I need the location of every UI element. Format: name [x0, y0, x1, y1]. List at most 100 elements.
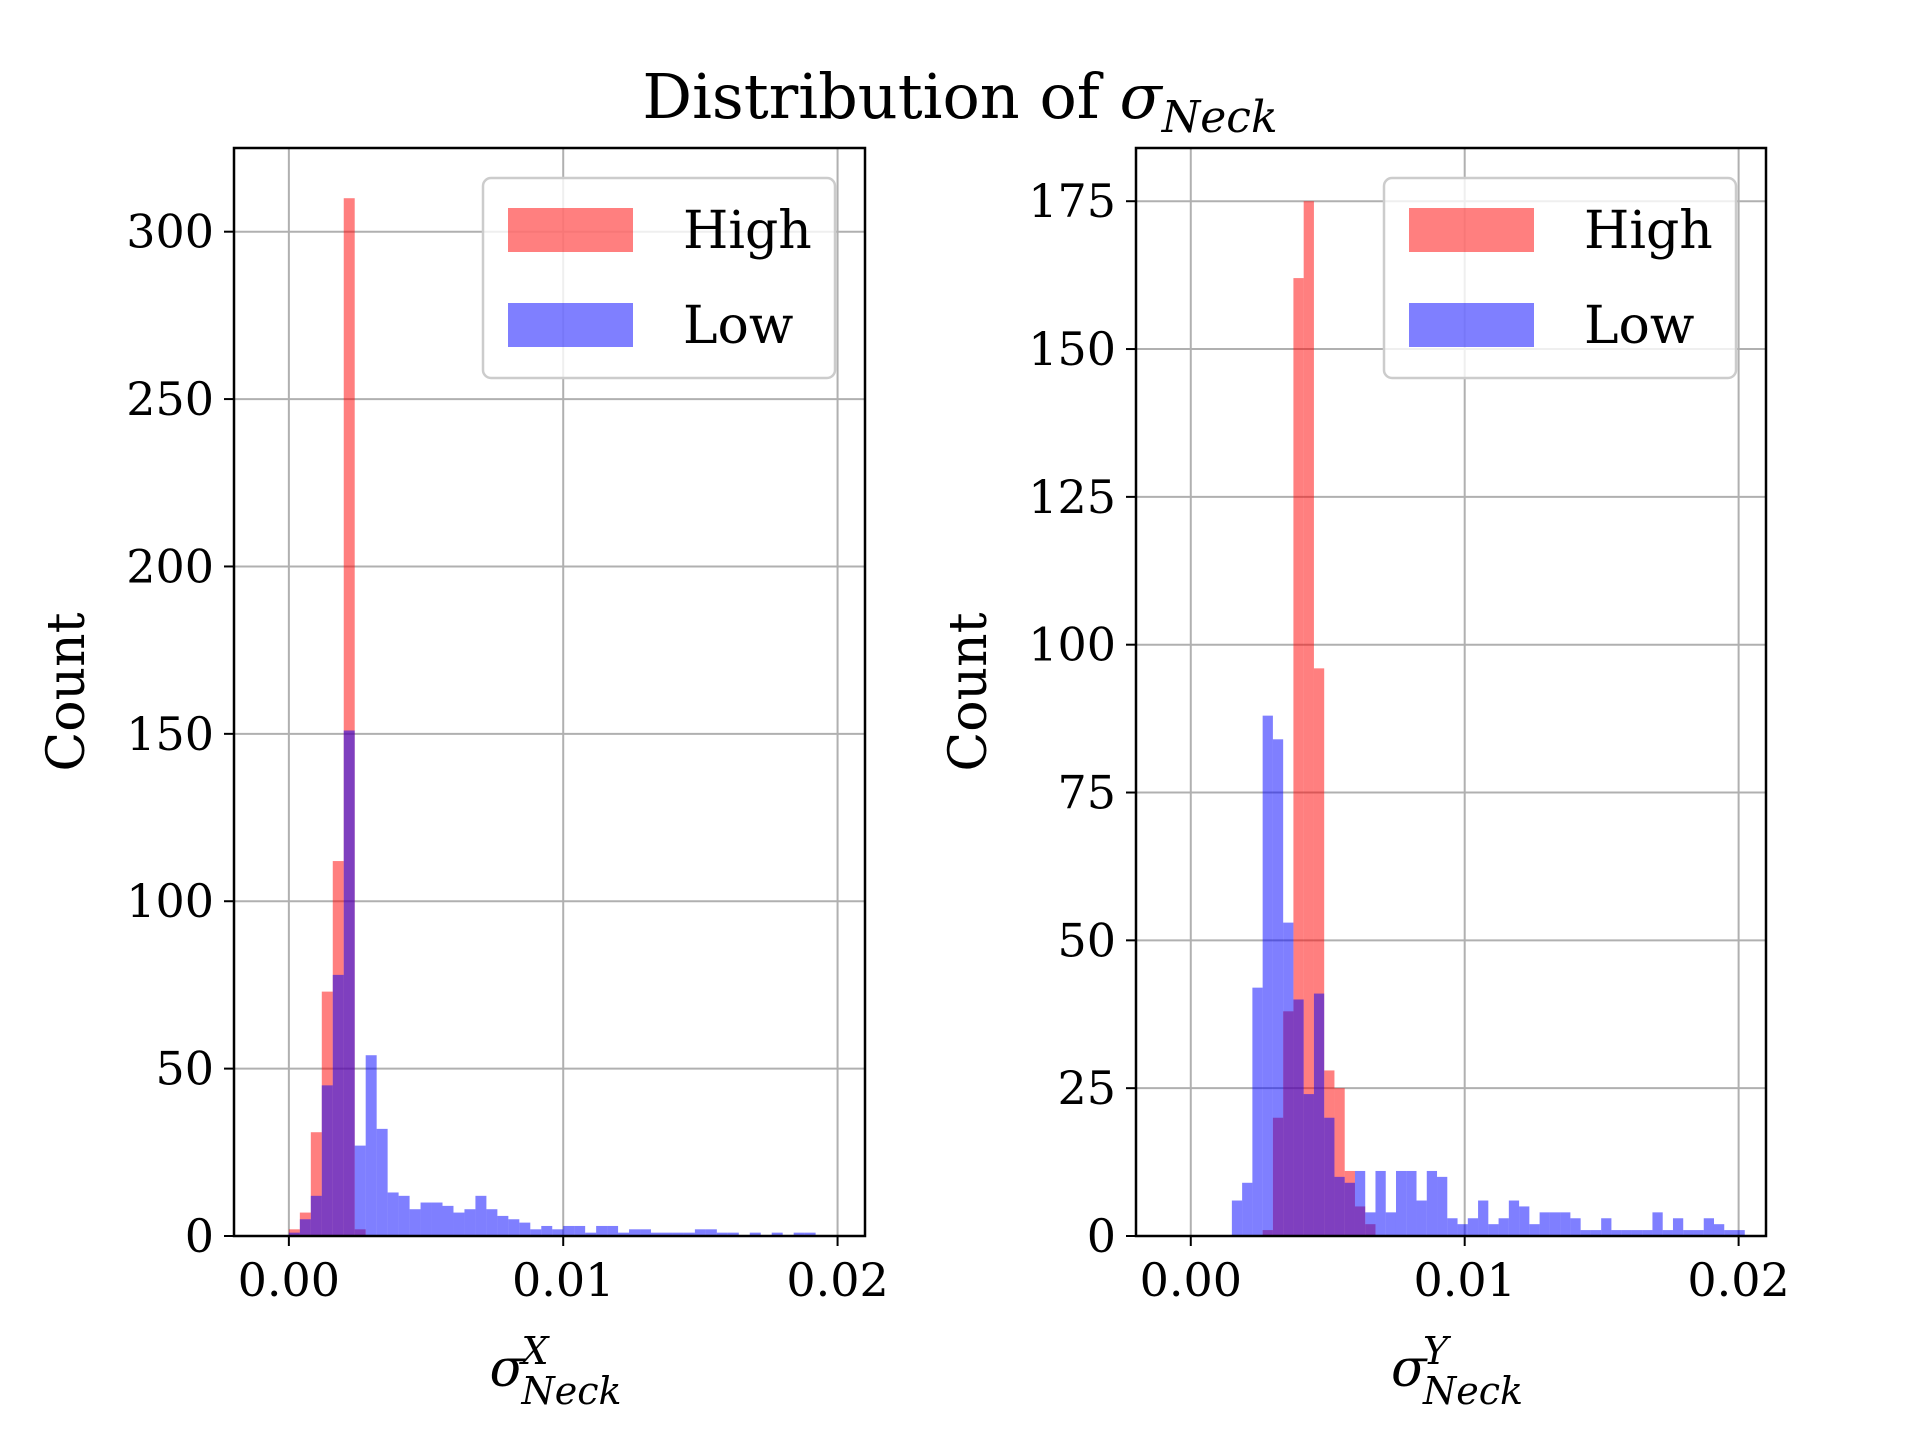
y-tick-label: 200: [126, 539, 214, 593]
low-bar: [1252, 987, 1263, 1236]
low-bar: [288, 1232, 300, 1236]
low-bar: [1601, 1218, 1612, 1236]
low-bar: [1498, 1218, 1509, 1236]
legend-label-high: High: [1584, 201, 1713, 261]
low-bar: [705, 1229, 717, 1236]
low-bar: [354, 1145, 366, 1236]
high-bar: [1334, 1088, 1345, 1236]
low-bar: [1344, 1182, 1355, 1236]
legend-swatch-high: [1409, 208, 1534, 252]
y-axis-label: Count: [37, 612, 97, 771]
y-tick-label: 50: [1057, 913, 1116, 967]
low-bar: [365, 1055, 377, 1236]
low-bar: [387, 1192, 399, 1236]
low-bar: [1560, 1212, 1571, 1236]
low-bar: [1652, 1212, 1663, 1236]
low-bar: [661, 1232, 673, 1236]
x-axis-label-subscript: Neck: [521, 1369, 622, 1413]
low-bar: [1713, 1224, 1725, 1236]
x-tick-label: 0.02: [786, 1253, 888, 1307]
low-bar: [585, 1232, 597, 1236]
x-tick-label: 0.00: [238, 1253, 340, 1307]
high-bar: [1303, 201, 1314, 1236]
y-tick-label: 0: [1087, 1209, 1116, 1263]
low-bar: [1303, 1094, 1314, 1236]
low-bar: [1570, 1218, 1581, 1236]
low-bar: [1375, 1170, 1386, 1236]
x-tick-label: 0.00: [1140, 1253, 1242, 1307]
low-bar: [376, 1128, 388, 1236]
figure-title-symbol: σ: [1119, 60, 1162, 133]
low-bar: [651, 1232, 662, 1236]
low-bar: [1242, 1182, 1253, 1236]
x-axis-label: σ: [1391, 1339, 1428, 1399]
low-bar: [299, 1219, 311, 1236]
low-bar: [1549, 1212, 1561, 1236]
low-bar: [563, 1225, 575, 1236]
low-bar: [618, 1232, 630, 1236]
low-bar: [1611, 1230, 1622, 1236]
low-bar: [1293, 999, 1304, 1236]
axes-frame: [1134, 146, 1768, 1238]
low-bar: [475, 1195, 487, 1236]
low-bar: [1478, 1200, 1489, 1236]
low-bar: [1406, 1170, 1417, 1236]
legend-label-low: Low: [1584, 296, 1694, 356]
y-tick-label: 50: [155, 1042, 214, 1096]
low-bar: [1508, 1200, 1520, 1236]
low-bar: [1672, 1218, 1684, 1236]
high-bar: [1313, 668, 1325, 1236]
y-tick-label: 250: [126, 372, 214, 426]
x-tick-label: 0.01: [1413, 1253, 1515, 1307]
panel-2: 0.00 0.01 0.02 0 25 50 75 100 125 150 175 Count σYNe…: [939, 146, 1790, 1413]
low-bar: [629, 1229, 641, 1236]
low-bar: [749, 1232, 761, 1236]
y-tick-label: 0: [185, 1209, 214, 1263]
y-tick-label: 100: [1028, 618, 1116, 672]
low-bar: [574, 1225, 586, 1236]
y-tick-label: 75: [1057, 766, 1116, 820]
low-bar: [1683, 1230, 1694, 1236]
low-bar: [431, 1202, 443, 1236]
low-bar: [1231, 1200, 1243, 1236]
legend-swatch-low: [508, 303, 633, 347]
high-bar: [310, 1132, 322, 1236]
low-bar: [727, 1232, 739, 1236]
low-bar: [321, 1085, 333, 1236]
low-bar: [310, 1195, 322, 1236]
low-bar: [793, 1232, 805, 1236]
x-tick-label: 0.01: [512, 1253, 614, 1307]
low-bar: [519, 1222, 531, 1236]
low-bar: [640, 1229, 652, 1236]
low-bar: [442, 1205, 454, 1236]
low-bar: [716, 1232, 728, 1236]
low-bar: [1662, 1230, 1673, 1236]
legend-label-low: Low: [683, 296, 793, 356]
low-bar: [409, 1209, 421, 1236]
low-bar: [596, 1225, 608, 1236]
low-bar: [1365, 1212, 1376, 1236]
low-bar: [1642, 1230, 1653, 1236]
low-bar: [1703, 1218, 1714, 1236]
x-axis-label-superscript: Y: [1423, 1329, 1452, 1373]
low-bar: [1272, 739, 1284, 1236]
y-tick-label: 25: [1057, 1061, 1116, 1115]
low-bar: [1631, 1230, 1643, 1236]
x-axis-label: σ: [490, 1339, 527, 1399]
y-axis-label: Count: [939, 612, 999, 771]
low-bar: [1457, 1224, 1468, 1236]
low-bar: [771, 1232, 783, 1236]
low-bar: [1693, 1230, 1704, 1236]
low-bar: [1467, 1218, 1479, 1236]
legend-swatch-high: [508, 208, 633, 252]
low-bar: [1324, 1117, 1335, 1236]
low-bar: [1529, 1224, 1540, 1236]
low-bar: [508, 1219, 520, 1236]
high-bar: [343, 198, 355, 1237]
low-bar: [453, 1212, 465, 1236]
low-bar: [1519, 1206, 1530, 1236]
low-bar: [1734, 1230, 1745, 1236]
low-bar: [1539, 1212, 1550, 1236]
